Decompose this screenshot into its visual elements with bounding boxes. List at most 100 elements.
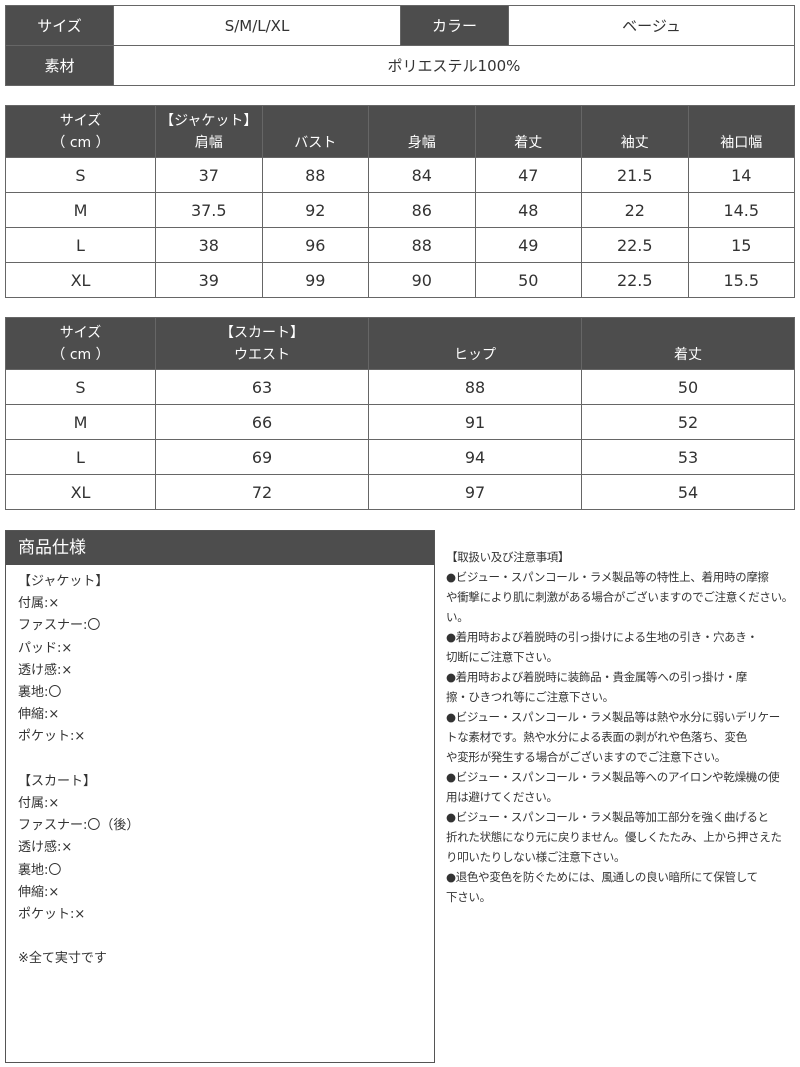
text-line: 【ジャケット】 bbox=[18, 574, 109, 589]
table-cell: M bbox=[5, 404, 156, 440]
text-line: や変形が発生する場合がございますのでご注意下さい。 bbox=[446, 750, 726, 764]
text-line: ※全て実寸です bbox=[18, 951, 107, 967]
text-line: ●ビジュー・スパンコール・ラメ製品等へのアイロンや乾燥機の使 bbox=[446, 770, 780, 784]
table-row: M 37.5 92 86 48 22 14.5 bbox=[5, 192, 795, 228]
spec-body: 【ジャケット】 付属:× ファスナー:〇 パッド:× 透け感:× 裏地:〇 伸縮:× ポケット… bbox=[6, 565, 434, 971]
text-line: 用は避けてください。 bbox=[446, 790, 558, 804]
table-cell: S bbox=[5, 369, 156, 405]
text-line: 透け感:× bbox=[18, 662, 73, 678]
size-header: サイズ（ cm ） bbox=[5, 317, 156, 370]
text-line: ●ビジュー・スパンコール・ラメ製品等は熱や水分に弱いデリケー bbox=[446, 710, 780, 724]
text-line: 透け感:× bbox=[18, 840, 73, 856]
text-line: 伸縮:× bbox=[18, 707, 60, 723]
table-cell: 22 bbox=[581, 192, 689, 228]
text-line: パッド:× bbox=[18, 640, 73, 656]
table-cell: 52 bbox=[581, 404, 795, 440]
jacket-size-table: サイズ（ cm ） 【ジャケット】 肩幅 バスト 身幅 着丈 袖丈 袖口幅 S 37… bbox=[5, 105, 795, 298]
text-line: 【スカート】 bbox=[18, 773, 97, 789]
column-header: 袖口幅 bbox=[687, 105, 795, 158]
summary-table: サイズ S/M/L/XL カラー ベージュ 素材 ポリエステル100% bbox=[5, 5, 795, 86]
column-header: 【ジャケット】 肩幅 bbox=[155, 105, 263, 158]
table-cell: L bbox=[5, 227, 156, 263]
table-cell: 53 bbox=[581, 439, 795, 475]
text-line: 【取扱い及び注意事項】 bbox=[446, 550, 570, 564]
size-label: サイズ bbox=[5, 5, 114, 46]
text-line: ●退色や変色を防ぐためには、風通しの良い暗所にて保管して bbox=[446, 870, 758, 884]
color-label: カラー bbox=[400, 5, 509, 46]
text-line: 付属:× bbox=[18, 596, 60, 612]
material-label: 素材 bbox=[5, 45, 114, 86]
table-cell: 22.5 bbox=[581, 262, 689, 298]
table-row: XL 72 97 54 bbox=[5, 474, 795, 510]
text-line: ファスナー:〇（後） bbox=[18, 818, 140, 834]
table-cell: 86 bbox=[368, 192, 476, 228]
table-cell: 14.5 bbox=[687, 192, 795, 228]
text-line: ●着用時および着脱時に装飾品・貴金属等への引っ掛け・摩 bbox=[446, 670, 747, 684]
table-cell: S bbox=[5, 157, 156, 193]
table-cell: 72 bbox=[155, 474, 369, 510]
table-cell: 96 bbox=[261, 227, 369, 263]
text-line: 付属:× bbox=[18, 796, 60, 812]
table-cell: 88 bbox=[368, 369, 582, 405]
text-line: や衝撃により肌に刺激がある場合がございますのでご注意ください。 bbox=[446, 590, 793, 604]
table-cell: 37 bbox=[155, 157, 263, 193]
text-line bbox=[18, 749, 434, 771]
text-line: ポケット:× bbox=[18, 907, 86, 923]
table-cell: 66 bbox=[155, 404, 369, 440]
size-value: S/M/L/XL bbox=[113, 5, 401, 46]
material-value: ポリエステル100% bbox=[113, 45, 795, 86]
column-header: ヒップ bbox=[368, 317, 582, 370]
table-cell: M bbox=[5, 192, 156, 228]
column-header: 袖丈 bbox=[581, 105, 689, 158]
table-cell: XL bbox=[5, 474, 156, 510]
table-cell: 84 bbox=[368, 157, 476, 193]
table-cell: 90 bbox=[368, 262, 476, 298]
text-line: 下さい。 bbox=[446, 890, 491, 904]
table-cell: 15.5 bbox=[687, 262, 795, 298]
column-header: 着丈 bbox=[474, 105, 582, 158]
color-value: ベージュ bbox=[508, 5, 795, 46]
table-cell: 21.5 bbox=[581, 157, 689, 193]
column-header: バスト bbox=[261, 105, 369, 158]
table-cell: 50 bbox=[581, 369, 795, 405]
text-line: 擦・ひきつれ等にご注意下さい。 bbox=[446, 690, 614, 704]
table-cell: 15 bbox=[687, 227, 795, 263]
text-line: り叩いたりしない様ご注意下さい。 bbox=[446, 850, 626, 864]
table-cell: 69 bbox=[155, 439, 369, 475]
text-line: ポケット:× bbox=[18, 729, 86, 745]
text-line: ファスナー:〇 bbox=[18, 618, 101, 634]
table-cell: 88 bbox=[261, 157, 369, 193]
table-row: L 38 96 88 49 22.5 15 bbox=[5, 227, 795, 263]
table-cell: 14 bbox=[687, 157, 795, 193]
table-row: L 69 94 53 bbox=[5, 439, 795, 475]
table-cell: L bbox=[5, 439, 156, 475]
text-line: ●着用時および着脱時の引っ掛けによる生地の引き・穴あき・ bbox=[446, 630, 758, 644]
table-row: XL 39 99 90 50 22.5 15.5 bbox=[5, 262, 795, 298]
table-cell: 91 bbox=[368, 404, 582, 440]
text-line: 切断にご注意下さい。 bbox=[446, 650, 558, 664]
text-line: ●ビジュー・スパンコール・ラメ製品等の特性上、着用時の摩擦 bbox=[446, 570, 769, 584]
text-line: い。 bbox=[446, 610, 469, 624]
care-notes: 【取扱い及び注意事項】 ●ビジュー・スパンコール・ラメ製品等の特性上、着用時の摩擦… bbox=[446, 547, 796, 907]
text-line: 裏地:〇 bbox=[18, 685, 62, 701]
table-cell: 94 bbox=[368, 439, 582, 475]
table-cell: 48 bbox=[474, 192, 582, 228]
table-cell: 54 bbox=[581, 474, 795, 510]
table-cell: 92 bbox=[261, 192, 369, 228]
column-header: 【スカート】 ウエスト bbox=[155, 317, 369, 370]
table-row: M 66 91 52 bbox=[5, 404, 795, 440]
table-cell: 22.5 bbox=[581, 227, 689, 263]
table-cell: 99 bbox=[261, 262, 369, 298]
table-cell: 50 bbox=[474, 262, 582, 298]
text-line bbox=[18, 926, 434, 948]
text-line: 裏地:〇 bbox=[18, 862, 62, 878]
table-row: S 63 88 50 bbox=[5, 369, 795, 405]
spec-title: 商品仕様 bbox=[6, 531, 434, 565]
table-cell: XL bbox=[5, 262, 156, 298]
table-cell: 39 bbox=[155, 262, 263, 298]
table-cell: 37.5 bbox=[155, 192, 263, 228]
text-line: 伸縮:× bbox=[18, 884, 60, 900]
product-spec-box: 商品仕様 【ジャケット】 付属:× ファスナー:〇 パッド:× 透け感:× 裏地:〇 伸縮:… bbox=[5, 530, 435, 1063]
skirt-size-table: サイズ（ cm ） 【スカート】 ウエスト ヒップ 着丈 S 63 88 50 M 66 91… bbox=[5, 317, 795, 510]
table-cell: 49 bbox=[474, 227, 582, 263]
